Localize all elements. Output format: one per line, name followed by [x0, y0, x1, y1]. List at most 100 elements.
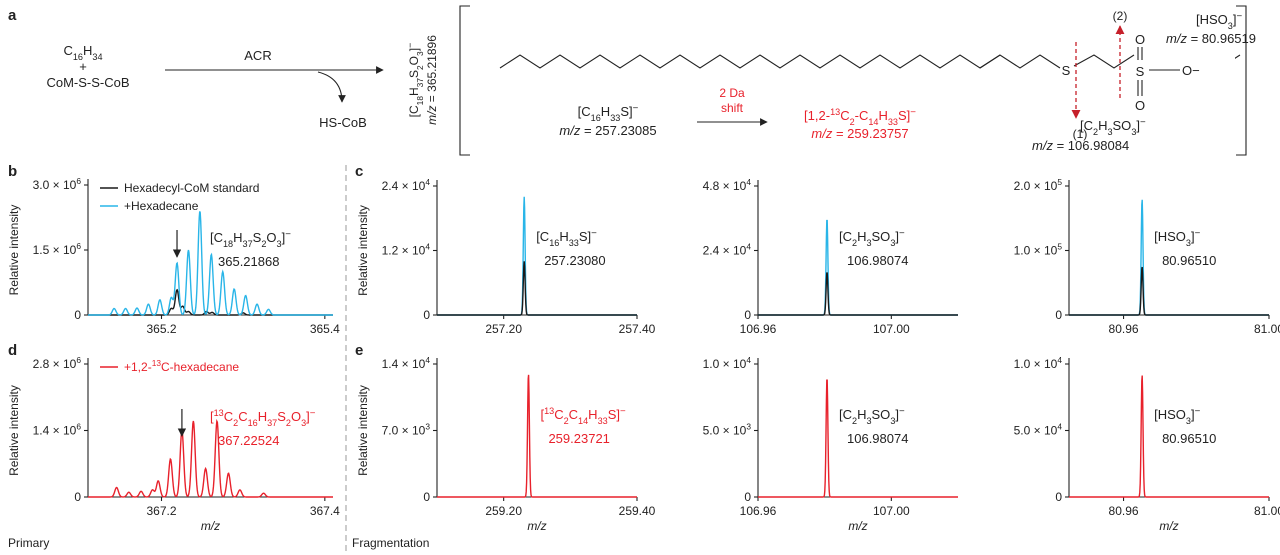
x-tick-label: 107.00 [873, 322, 910, 336]
y-tick-label: 2.0 × 105 [1014, 177, 1063, 193]
chart-d: 0 1.4 × 106 2.8 × 106 367.2 367.4 Relative in… [7, 355, 340, 533]
y-tick-label: 3.0 × 106 [33, 176, 82, 192]
annotation-formula: [HSO3]− [1154, 406, 1200, 427]
series-line [1069, 375, 1269, 498]
y-tick-label: 1.2 × 104 [382, 242, 431, 258]
series-line [758, 272, 958, 316]
c16h33s-mz: m/z = 257.23085 [559, 123, 656, 138]
y-tick-label: 2.4 × 104 [703, 242, 752, 258]
x-axis-label: m/z [848, 519, 867, 533]
chart-e3: 0 5.0 × 104 1.0 × 104 80.96 81.00 m/z [HSO3]− 8… [1014, 355, 1280, 533]
reactant-alkane: C16H34 [63, 43, 102, 62]
y-tick-label: 1.0 × 104 [1014, 355, 1063, 371]
product-formula: [C18H37S2O3]− [405, 43, 425, 118]
sulfur-atom-1: S [1062, 63, 1071, 78]
x-tick-label: 257.40 [619, 322, 656, 336]
legend-entry: Hexadecyl-CoM standard [124, 181, 259, 195]
y-tick-label: 1.4 × 104 [382, 355, 431, 371]
x-tick-label: 81.00 [1254, 322, 1280, 336]
shift-label-1: 2 Da [719, 86, 745, 100]
panel-label-b: b [8, 163, 17, 180]
y-tick-label: 1.4 × 106 [33, 422, 82, 438]
labeled-fragment-mz: m/z = 259.23757 [811, 126, 908, 141]
x-tick-label: 80.96 [1109, 504, 1139, 518]
x-tick-label: 106.96 [740, 504, 777, 518]
x-tick-label: 367.4 [310, 504, 340, 518]
annotation-formula: [HSO3]− [1154, 228, 1200, 249]
x-axis-label: m/z [1159, 519, 1178, 533]
product-mz: m/z = 365.21896 [425, 35, 439, 125]
series-line [437, 196, 637, 316]
x-axis-label: m/z [201, 519, 220, 533]
y-tick-label: 2.4 × 104 [382, 177, 431, 193]
y-tick-label: 1.0 × 104 [703, 355, 752, 371]
x-tick-label: 259.40 [619, 504, 656, 518]
panel-label-c: c [355, 163, 363, 180]
x-tick-label: 365.4 [310, 322, 340, 336]
oxygen-top: O [1135, 32, 1145, 47]
y-tick-label: 0 [1055, 490, 1062, 504]
x-tick-label: 107.00 [873, 504, 910, 518]
cleavage-label-2: (2) [1113, 9, 1128, 23]
x-tick-label: 106.96 [740, 322, 777, 336]
y-tick-label: 7.0 × 103 [382, 422, 431, 438]
plus-sign: + [79, 59, 87, 74]
y-tick-label: 0 [1055, 308, 1062, 322]
chart-e1: 0 7.0 × 103 1.4 × 104 259.20 259.40 Relative … [356, 355, 656, 533]
y-tick-label: 0 [74, 490, 81, 504]
chart-b: 0 1.5 × 106 3.0 × 106 365.2 365.4 Relative in… [7, 176, 340, 336]
series-line [88, 211, 333, 316]
annotation-mz: 257.23080 [544, 253, 605, 268]
bracket-left [459, 5, 470, 156]
annotation-formula: [C2H3SO3]− [839, 228, 905, 249]
chart-c2: 0 2.4 × 104 4.8 × 104 106.96 107.00 [C2H3SO3]… [703, 177, 958, 336]
y-tick-label: 5.0 × 103 [703, 422, 752, 438]
series-line [1069, 266, 1269, 316]
series-line [437, 261, 637, 316]
chart-c1: 0 1.2 × 104 2.4 × 104 257.20 257.40 Relative … [356, 177, 656, 336]
annotation-mz: 106.98074 [847, 253, 908, 268]
c2h3so3-mz: m/z = 106.98084 [1032, 138, 1129, 153]
y-tick-label: 1.0 × 105 [1014, 242, 1063, 258]
y-axis-label: Relative intensity [7, 385, 21, 476]
annotation-formula: [C2H3SO3]− [839, 406, 905, 427]
series-line [88, 418, 333, 498]
chart-c3: 0 1.0 × 105 2.0 × 105 80.96 81.00 [HSO3]− 80.9… [1014, 177, 1280, 336]
annotation-mz: 80.96510 [1162, 253, 1216, 268]
y-tick-label: 2.8 × 106 [33, 355, 82, 371]
ethyl-linker [1073, 54, 1135, 69]
y-tick-label: 0 [423, 490, 430, 504]
y-tick-label: 5.0 × 104 [1014, 422, 1063, 438]
bracket-right [1236, 5, 1247, 156]
panel-label-a: a [8, 7, 17, 24]
byproduct-arrow [317, 71, 346, 103]
chart-e2: 0 5.0 × 103 1.0 × 104 106.96 107.00 m/z [C2H3S… [703, 355, 958, 533]
panel-a: a C16H34 + CoM-S-S-CoB ACR HS-CoB [C18H3… [8, 5, 1256, 156]
legend-entry: +1,2-13C-hexadecane [124, 358, 239, 374]
panel-label-e: e [355, 342, 363, 359]
oxygen-bottom: O [1135, 98, 1145, 113]
fragmentation-caption: Fragmentation [352, 536, 429, 550]
y-axis-label: Relative intensity [356, 205, 370, 296]
annotation-mz: 367.22524 [218, 433, 279, 448]
annotation-mz: 106.98074 [847, 431, 908, 446]
y-tick-label: 0 [744, 308, 751, 322]
reactant-cofactor: CoM-S-S-CoB [46, 75, 129, 90]
y-tick-label: 1.5 × 106 [33, 241, 82, 257]
y-tick-label: 4.8 × 104 [703, 177, 752, 193]
x-tick-label: 80.96 [1109, 322, 1139, 336]
x-tick-label: 365.2 [146, 322, 176, 336]
primary-caption: Primary [8, 536, 49, 550]
y-tick-label: 0 [74, 308, 81, 322]
legend-entry: +Hexadecane [124, 199, 199, 213]
y-axis-label: Relative intensity [356, 385, 370, 476]
annotation-mz: 80.96510 [1162, 431, 1216, 446]
cleavage-label-1: (1) [1073, 127, 1088, 141]
series-line [758, 379, 958, 498]
series-line [437, 374, 637, 498]
c16h33s-formula: [C16H33S]− [578, 103, 639, 124]
x-tick-label: 367.2 [146, 504, 176, 518]
labeled-fragment-formula: [1,2-13C2-C14H33S]− [804, 107, 916, 128]
series-line [88, 288, 333, 316]
